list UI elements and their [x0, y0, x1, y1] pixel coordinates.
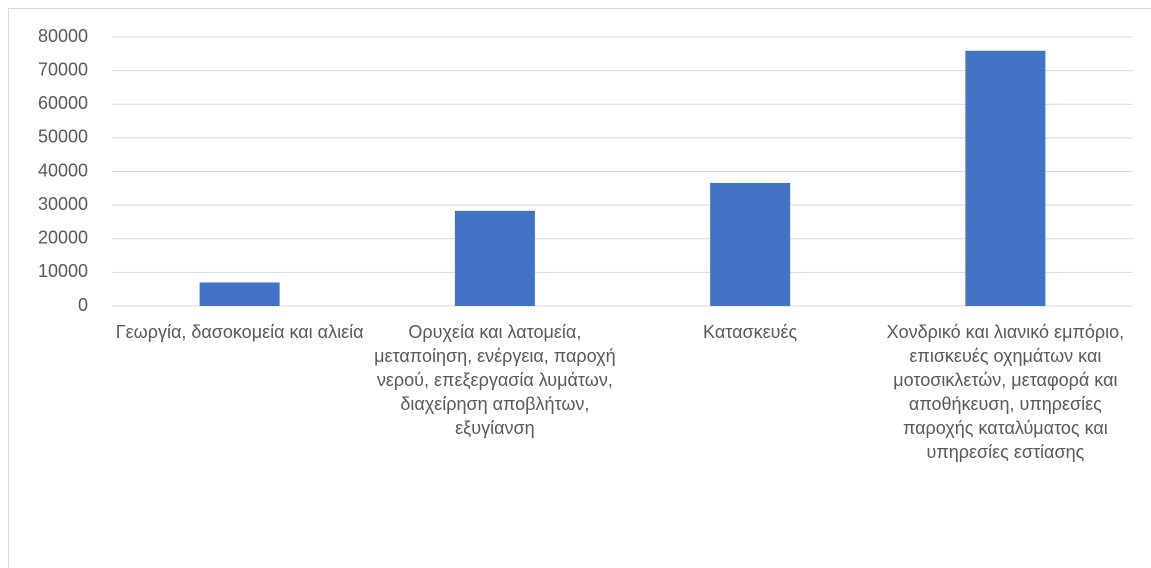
y-tick-label: 60000 [38, 93, 88, 113]
y-tick-label: 70000 [38, 59, 88, 79]
y-tick-label: 20000 [38, 228, 88, 248]
bar [454, 210, 535, 306]
y-tick-label: 10000 [38, 261, 88, 281]
x-tick-label: Χονδρικό και λιανικό εμπόριο, επισκευές … [886, 322, 1125, 462]
y-tick-label: 40000 [38, 160, 88, 180]
chart-border [8, 8, 1151, 568]
y-tick-label: 80000 [38, 26, 88, 46]
y-tick-label: 50000 [38, 127, 88, 147]
bar [710, 182, 791, 306]
bar [199, 282, 280, 306]
y-tick-label: 30000 [38, 194, 88, 214]
x-tick-label: Γεωργία, δασοκομεία και αλιεία [115, 322, 364, 342]
y-tick-label: 0 [78, 295, 88, 315]
x-tick-label: Ορυχεία και λατομεία, μεταποίηση, ενέργε… [374, 322, 616, 438]
bar [965, 50, 1046, 306]
x-tick-label: Κατασκευές [703, 322, 798, 342]
